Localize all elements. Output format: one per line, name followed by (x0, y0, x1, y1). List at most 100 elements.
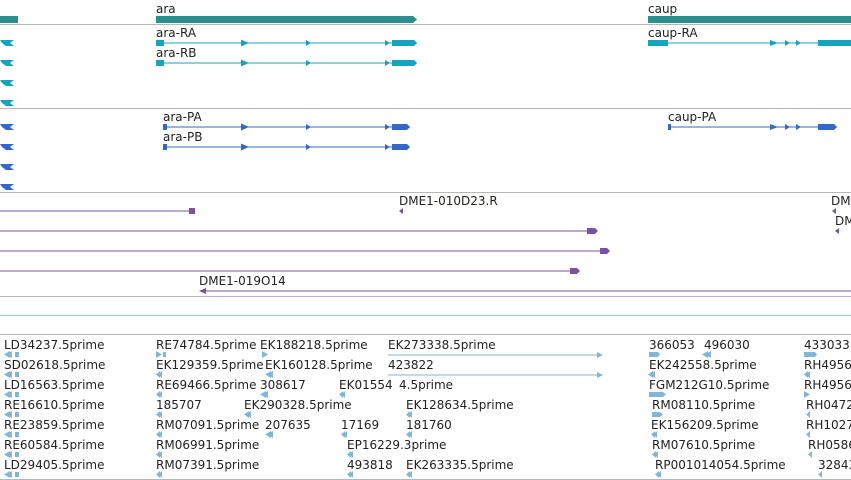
est-glyph[interactable] (4, 351, 19, 358)
est-label[interactable]: RE74784.5prime (156, 338, 257, 352)
est-glyph[interactable] (655, 471, 661, 478)
est-label[interactable]: RM08110.5prime (652, 398, 755, 412)
est-glyph[interactable] (804, 391, 810, 398)
est-label[interactable]: 493818 (347, 458, 393, 472)
est-glyph[interactable] (808, 451, 812, 458)
transcript-glyph-left[interactable] (0, 40, 14, 46)
est-label[interactable]: 4.5prime (399, 378, 453, 392)
est-label[interactable]: 207635 (265, 418, 311, 432)
transcript-exon[interactable] (392, 144, 410, 150)
est-glyph[interactable] (804, 371, 810, 378)
est-label[interactable]: LD16563.5prime (4, 378, 105, 392)
est-label[interactable]: EK156209.5prime (651, 418, 759, 432)
transcript-exon[interactable] (392, 124, 410, 130)
est-label[interactable]: EK01554 (339, 378, 393, 392)
est-glyph[interactable] (806, 431, 810, 438)
est-label[interactable]: RH4956 (804, 358, 851, 372)
est-label[interactable]: 423822 (388, 358, 434, 372)
est-label[interactable]: 17169 (341, 418, 379, 432)
est-label[interactable]: 366053 (649, 338, 695, 352)
transcript-label[interactable]: ara-RB (156, 46, 197, 60)
gene-bar[interactable] (648, 16, 851, 23)
transcript-label[interactable]: caup-RA (648, 26, 698, 40)
est-glyph[interactable] (652, 412, 663, 417)
est-label[interactable]: EK242558.5prime (649, 358, 757, 372)
est-glyph[interactable] (4, 391, 19, 398)
est-glyph[interactable] (649, 392, 666, 397)
gene-bar[interactable] (0, 16, 18, 23)
est-glyph[interactable] (265, 431, 273, 438)
est-glyph[interactable] (4, 471, 19, 478)
transcript-label[interactable]: ara-RA (156, 26, 197, 40)
gene-bar[interactable] (156, 16, 417, 23)
est-glyph[interactable] (244, 411, 251, 418)
est-glyph[interactable] (262, 351, 268, 358)
est-glyph[interactable] (156, 451, 162, 458)
est-glyph[interactable] (156, 371, 162, 378)
est-label[interactable]: LD34237.5prime (4, 338, 105, 352)
est-label[interactable]: RH0586 (808, 438, 851, 452)
est-label[interactable]: RM07610.5prime (652, 438, 755, 452)
est-label[interactable]: EK188218.5prime (260, 338, 368, 352)
transcript-glyph-left[interactable] (0, 100, 14, 106)
est-glyph[interactable] (156, 431, 162, 438)
est-glyph[interactable] (341, 431, 347, 438)
est-glyph[interactable] (702, 351, 711, 358)
gene-label[interactable]: caup (648, 2, 677, 16)
est-glyph[interactable] (339, 391, 345, 398)
est-label[interactable]: LD29405.5prime (4, 458, 105, 472)
transcript-exon[interactable] (163, 144, 167, 150)
est-label[interactable]: SD02618.5prime (4, 358, 105, 372)
est-glyph[interactable] (648, 371, 655, 378)
est-label[interactable]: RP001014054.5prime (655, 458, 786, 472)
transcript-exon[interactable] (668, 124, 671, 130)
est-glyph[interactable] (652, 451, 658, 458)
transcript-exon[interactable] (392, 60, 417, 66)
est-glyph[interactable] (265, 371, 273, 378)
transcript-glyph-left[interactable] (0, 80, 14, 86)
alignment-arrow[interactable] (399, 208, 403, 214)
transcript-exon[interactable] (156, 60, 164, 66)
est-label[interactable]: FGM212G10.5prime (649, 378, 769, 392)
est-label[interactable]: RH1027 (806, 418, 851, 432)
transcript-label[interactable]: caup-PA (668, 110, 717, 124)
est-label[interactable]: RE23859.5prime (4, 418, 105, 432)
alignment-label[interactable]: DM (831, 194, 851, 208)
est-glyph[interactable] (4, 371, 19, 378)
est-label[interactable]: 433033 (804, 338, 850, 352)
est-glyph[interactable] (156, 351, 166, 358)
est-glyph[interactable] (406, 431, 412, 438)
est-label[interactable]: EK273338.5prime (388, 338, 496, 352)
transcript-label[interactable]: ara-PA (163, 110, 202, 124)
est-label[interactable]: 496030 (704, 338, 750, 352)
est-glyph[interactable] (260, 391, 268, 398)
transcript-exon[interactable] (648, 40, 668, 46)
est-label[interactable]: RM06991.5prime (156, 438, 259, 452)
transcript-exon[interactable] (818, 124, 837, 130)
transcript-exon[interactable] (156, 40, 164, 46)
est-label[interactable]: RH4956 (804, 378, 851, 392)
est-label[interactable]: RE60584.5prime (4, 438, 105, 452)
transcript-label[interactable]: ara-PB (163, 130, 202, 144)
est-glyph[interactable] (156, 391, 162, 398)
transcript-exon[interactable] (818, 40, 851, 46)
est-label[interactable]: EP16229.3prime (347, 438, 446, 452)
est-label[interactable]: RM07091.5prime (156, 418, 259, 432)
est-glyph[interactable] (818, 471, 822, 478)
est-glyph[interactable] (406, 471, 412, 478)
est-glyph[interactable] (156, 411, 162, 418)
transcript-exon[interactable] (163, 124, 167, 130)
est-glyph[interactable] (4, 411, 19, 418)
est-label[interactable]: RE16610.5prime (4, 398, 105, 412)
alignment-label[interactable]: DME1-010D23.R (399, 194, 498, 208)
transcript-glyph-left[interactable] (0, 164, 14, 170)
est-glyph[interactable] (651, 431, 657, 438)
alignment-arrow[interactable] (832, 208, 836, 214)
est-glyph[interactable] (347, 451, 353, 458)
alignment-label[interactable]: DME1-019O14 (199, 274, 286, 288)
est-label[interactable]: EK160128.5prime (265, 358, 373, 372)
est-label[interactable]: EK129359.5prime (156, 358, 264, 372)
transcript-glyph-left[interactable] (0, 144, 14, 150)
transcript-exon[interactable] (392, 40, 417, 46)
